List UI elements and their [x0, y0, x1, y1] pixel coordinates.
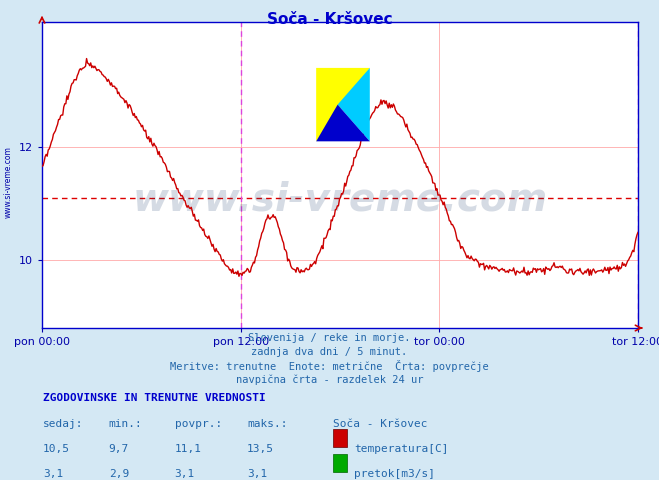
Text: 2,9: 2,9	[109, 469, 129, 479]
Text: temperatura[C]: temperatura[C]	[354, 444, 448, 454]
Text: pretok[m3/s]: pretok[m3/s]	[354, 469, 435, 479]
Polygon shape	[316, 68, 370, 141]
Text: 10,5: 10,5	[43, 444, 70, 454]
Text: 3,1: 3,1	[247, 469, 268, 479]
Text: 13,5: 13,5	[247, 444, 274, 454]
Text: 3,1: 3,1	[43, 469, 63, 479]
Text: Slovenija / reke in morje.: Slovenija / reke in morje.	[248, 333, 411, 343]
Polygon shape	[337, 68, 370, 141]
Text: sedaj:: sedaj:	[43, 420, 83, 429]
Text: navpična črta - razdelek 24 ur: navpična črta - razdelek 24 ur	[236, 374, 423, 385]
Polygon shape	[316, 105, 370, 141]
Text: www.si-vreme.com: www.si-vreme.com	[3, 146, 13, 218]
Text: 11,1: 11,1	[175, 444, 202, 454]
Text: www.si-vreme.com: www.si-vreme.com	[132, 180, 548, 218]
Text: Meritve: trenutne  Enote: metrične  Črta: povprečje: Meritve: trenutne Enote: metrične Črta: …	[170, 360, 489, 372]
Text: Soča - Kršovec: Soča - Kršovec	[333, 420, 427, 429]
Text: zadnja dva dni / 5 minut.: zadnja dva dni / 5 minut.	[251, 347, 408, 357]
Text: min.:: min.:	[109, 420, 142, 429]
Text: 9,7: 9,7	[109, 444, 129, 454]
Text: maks.:: maks.:	[247, 420, 287, 429]
Text: 3,1: 3,1	[175, 469, 195, 479]
Text: Soča - Kršovec: Soča - Kršovec	[267, 12, 392, 27]
Text: ZGODOVINSKE IN TRENUTNE VREDNOSTI: ZGODOVINSKE IN TRENUTNE VREDNOSTI	[43, 393, 266, 403]
Text: povpr.:: povpr.:	[175, 420, 222, 429]
